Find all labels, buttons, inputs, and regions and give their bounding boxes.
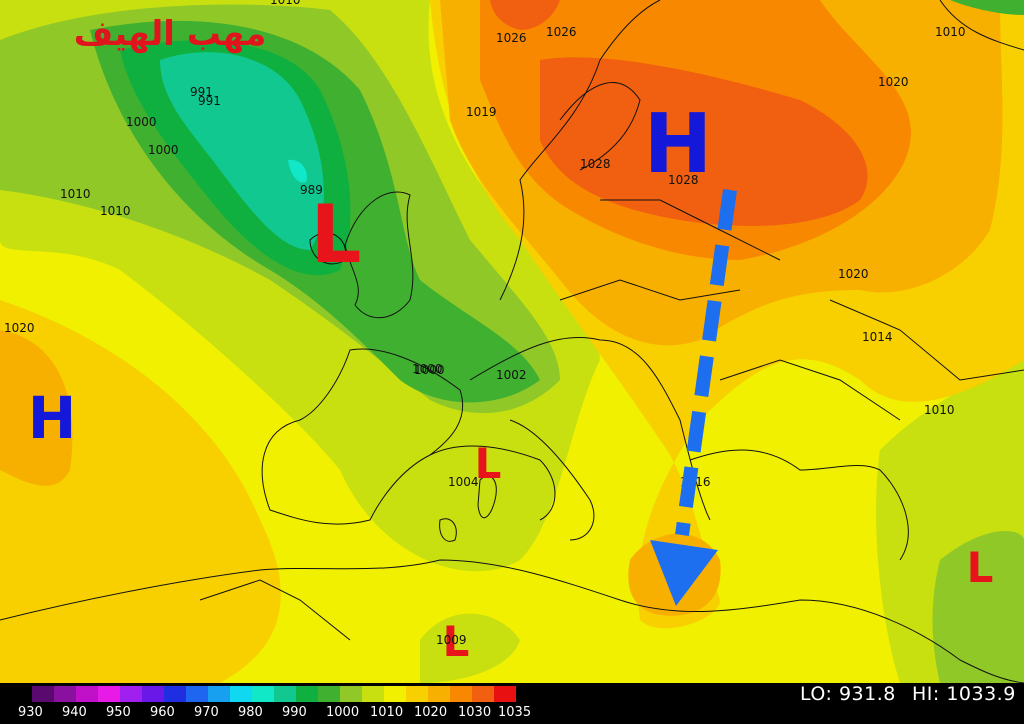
isobar-label: 1010 bbox=[270, 0, 301, 7]
legend-tick-label: 930 bbox=[18, 705, 43, 720]
legend-swatch bbox=[98, 686, 120, 702]
legend-swatch bbox=[76, 686, 98, 702]
low-pressure-marker-east: L bbox=[967, 543, 994, 592]
isobar-label: 1026 bbox=[496, 31, 527, 45]
pressure-map: مهب الهيف H H L L L L 1010 1026 1026 100… bbox=[0, 0, 1024, 683]
legend-tick-label: 950 bbox=[106, 705, 131, 720]
legend-swatch bbox=[208, 686, 230, 702]
legend-swatch bbox=[406, 686, 428, 702]
map-title: مهب الهيف bbox=[74, 14, 267, 54]
isobar-label: 1020 bbox=[878, 75, 909, 89]
high-pressure-marker-atlantic: H bbox=[28, 384, 77, 452]
legend-swatch bbox=[494, 686, 516, 702]
legend-tick-label: 970 bbox=[194, 705, 219, 720]
isobar-label: 1002 bbox=[496, 368, 527, 382]
legend-swatch bbox=[318, 686, 340, 702]
legend-swatch bbox=[252, 686, 274, 702]
low-pressure-marker-mediterranean: L bbox=[475, 439, 502, 488]
legend-swatch bbox=[428, 686, 450, 702]
legend-swatch bbox=[186, 686, 208, 702]
legend-tick-label: 960 bbox=[150, 705, 175, 720]
legend-swatch bbox=[384, 686, 406, 702]
isobar-label: 1000 bbox=[412, 362, 443, 376]
isobar-label: 991 bbox=[198, 94, 221, 108]
legend-swatch bbox=[142, 686, 164, 702]
isobar-label: 991 bbox=[190, 85, 213, 99]
hi-value: HI: 1033.9 bbox=[912, 683, 1016, 705]
isobar-label: 1000 bbox=[148, 143, 179, 157]
isobar-label: 1000 bbox=[414, 363, 445, 377]
legend-tick-label: 1020 bbox=[414, 705, 448, 720]
legend-tick-label: 1000 bbox=[326, 705, 360, 720]
isobar-label: 989 bbox=[300, 183, 323, 197]
isobar-label: 1019 bbox=[466, 105, 497, 119]
isobar-label: 1014 bbox=[862, 330, 893, 344]
legend-swatch bbox=[164, 686, 186, 702]
legend-tick-label: 1030 bbox=[458, 705, 492, 720]
low-pressure-marker-atlantic: L bbox=[311, 188, 362, 281]
low-pressure-marker-africa: L bbox=[443, 617, 470, 666]
legend-tick-label: 1010 bbox=[370, 705, 404, 720]
isobar-label: 1010 bbox=[935, 25, 966, 39]
legend-swatch bbox=[472, 686, 494, 702]
isobar-label: 1010 bbox=[60, 187, 91, 201]
isobar-label: 1026 bbox=[546, 25, 577, 39]
legend-tick-label: 1035 bbox=[498, 705, 532, 720]
isobar-label: 1010 bbox=[100, 204, 131, 218]
lo-value: LO: 931.8 bbox=[800, 683, 896, 705]
legend-swatch bbox=[230, 686, 252, 702]
legend-swatch bbox=[274, 686, 296, 702]
isobar-label: 1028 bbox=[580, 157, 611, 171]
isobar-label: 1010 bbox=[924, 403, 955, 417]
legend-tick-label: 940 bbox=[62, 705, 87, 720]
legend-swatch bbox=[340, 686, 362, 702]
isobar-label: 1000 bbox=[126, 115, 157, 129]
isobar-label: 1020 bbox=[838, 267, 869, 281]
legend-swatch bbox=[296, 686, 318, 702]
legend-tick-label: 980 bbox=[238, 705, 263, 720]
isobar-label: 1004 bbox=[448, 475, 479, 489]
legend-swatch bbox=[450, 686, 472, 702]
isobar-label: 1009 bbox=[436, 633, 467, 647]
legend-swatch bbox=[362, 686, 384, 702]
legend-swatch bbox=[54, 686, 76, 702]
legend-swatch bbox=[120, 686, 142, 702]
isobar-label: 1020 bbox=[4, 321, 35, 335]
legend-tick-label: 990 bbox=[282, 705, 307, 720]
isobar-label: 1028 bbox=[668, 173, 699, 187]
legend-swatch bbox=[32, 686, 54, 702]
high-pressure-marker-north: H bbox=[644, 97, 713, 192]
movement-arrow-icon bbox=[650, 189, 737, 606]
